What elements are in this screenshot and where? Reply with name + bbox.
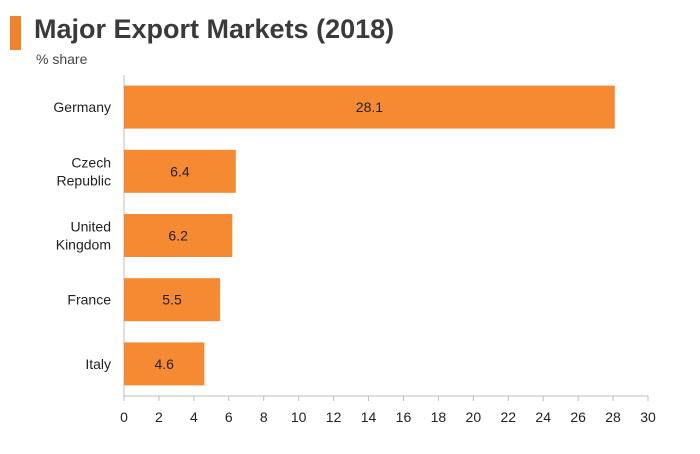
category-label: United Kingdom [56, 219, 111, 253]
x-tick-label: 12 [326, 409, 342, 425]
bar [124, 278, 221, 322]
bar [124, 85, 615, 129]
x-tick-label: 22 [500, 409, 516, 425]
x-tick-label: 8 [260, 409, 268, 425]
chart-subtitle: % share [36, 51, 88, 67]
bar [124, 214, 233, 257]
x-tick-label: 2 [155, 409, 163, 425]
x-tick-label: 0 [120, 409, 128, 425]
x-tick-label: 28 [605, 409, 621, 425]
data-label: 6.2 [168, 228, 188, 244]
x-tick-label: 14 [361, 409, 377, 425]
x-tick-label: 30 [640, 409, 656, 425]
x-tick-label: 6 [225, 409, 233, 425]
data-label: 28.1 [356, 99, 383, 115]
category-label: France [67, 292, 111, 308]
chart-title: Major Export Markets (2018) [34, 14, 395, 44]
bar [124, 342, 205, 386]
category-label: Germany [53, 99, 111, 115]
data-label: 5.5 [162, 292, 182, 308]
x-tick-label: 4 [190, 409, 198, 425]
x-tick-label: 18 [431, 409, 447, 425]
category-label: Italy [85, 356, 111, 372]
x-tick-label: 10 [291, 409, 307, 425]
title-accent-bar [10, 16, 21, 50]
bar [124, 149, 236, 193]
data-label: 6.4 [170, 163, 190, 179]
data-label: 4.6 [154, 356, 174, 372]
x-tick-label: 24 [535, 409, 551, 425]
x-tick-label: 20 [466, 409, 482, 425]
x-tick-label: 26 [570, 409, 586, 425]
category-label: Czech Republic [57, 154, 111, 188]
x-tick-label: 16 [396, 409, 412, 425]
